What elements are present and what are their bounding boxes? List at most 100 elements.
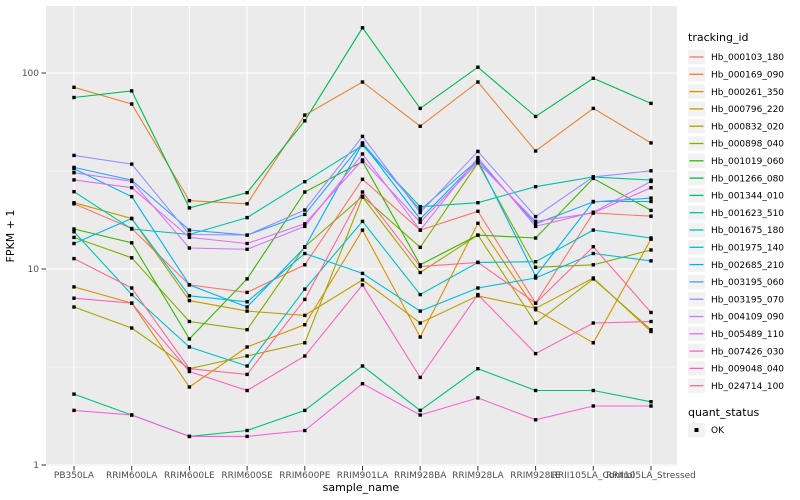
- data-points: [72, 26, 653, 439]
- data-point: [649, 319, 653, 324]
- data-point: [476, 155, 480, 160]
- x-tick-label: RRIM600PE: [279, 471, 331, 481]
- data-point: [533, 351, 538, 356]
- data-point: [187, 385, 192, 389]
- data-point: [649, 248, 653, 252]
- data-point: [360, 177, 365, 181]
- data-point: [303, 208, 307, 212]
- data-point: [418, 408, 422, 413]
- data-point: [476, 158, 480, 162]
- data-point: [418, 217, 422, 221]
- data-point: [476, 80, 480, 84]
- data-point: [187, 246, 192, 250]
- data-point: [187, 367, 192, 371]
- data-point: [418, 106, 422, 111]
- data-point: [476, 65, 480, 69]
- data-point: [72, 171, 76, 175]
- data-point: [591, 175, 595, 179]
- data-point: [187, 434, 192, 439]
- data-point: [303, 224, 307, 229]
- legend-label: Hb_000796_220: [711, 105, 784, 115]
- gridlines: [46, 6, 677, 466]
- data-point: [418, 375, 422, 380]
- data-point: [418, 210, 422, 215]
- data-point: [591, 404, 595, 408]
- data-point: [476, 221, 480, 225]
- legend-label: Hb_000169_090: [711, 71, 784, 81]
- x-tick-label: RRIM928LA: [452, 471, 504, 481]
- y-tick-label: 10: [28, 265, 40, 275]
- data-point: [649, 196, 653, 200]
- data-point: [476, 260, 480, 265]
- legend-title-quant-status: quant_status: [688, 406, 760, 419]
- data-point: [360, 80, 365, 84]
- data-point: [72, 201, 76, 205]
- data-point: [187, 345, 192, 349]
- data-point: [533, 114, 538, 119]
- data-point: [245, 233, 249, 237]
- x-tick-label: RRIM901LA: [337, 471, 389, 481]
- x-tick-label: RRIM928BA: [394, 471, 447, 481]
- data-point: [591, 277, 595, 281]
- data-point: [649, 208, 653, 213]
- data-point: [72, 285, 76, 289]
- data-point: [187, 283, 192, 287]
- data-point: [360, 158, 365, 162]
- data-point: [130, 194, 134, 199]
- legend-label: Hb_000832_020: [711, 122, 784, 132]
- data-point: [360, 283, 365, 287]
- y-tick-label: 100: [22, 69, 39, 79]
- data-point: [245, 305, 249, 309]
- data-point: [130, 162, 134, 166]
- data-point: [130, 179, 134, 184]
- legend-label: Hb_003195_060: [711, 278, 784, 288]
- data-point: [303, 354, 307, 358]
- data-point: [649, 179, 653, 184]
- data-point: [533, 301, 538, 305]
- x-tick-label: RRIM928LE: [510, 471, 561, 481]
- legend-label: Hb_001344_010: [711, 192, 784, 202]
- data-point: [72, 165, 76, 170]
- data-point: [303, 251, 307, 256]
- data-point: [130, 186, 134, 190]
- data-point: [418, 270, 422, 275]
- data-point: [187, 319, 192, 324]
- data-point: [476, 160, 480, 165]
- data-point: [130, 102, 134, 106]
- data-point: [533, 321, 538, 325]
- data-point: [187, 232, 192, 237]
- legend-label: Hb_024714_100: [711, 382, 784, 392]
- data-point: [72, 85, 76, 89]
- data-point: [187, 206, 192, 210]
- data-point: [245, 290, 249, 295]
- data-point: [245, 354, 249, 358]
- data-point: [591, 228, 595, 232]
- data-point: [533, 276, 538, 280]
- data-point: [360, 382, 365, 386]
- data-point: [591, 76, 595, 80]
- data-point: [533, 418, 538, 422]
- data-point: [649, 328, 653, 332]
- data-point: [418, 245, 422, 249]
- data-point: [303, 313, 307, 318]
- data-point: [360, 152, 365, 156]
- data-point: [476, 286, 480, 290]
- data-point: [418, 321, 422, 325]
- data-point: [533, 388, 538, 393]
- legend-label: Hb_002685_210: [711, 261, 784, 271]
- data-point: [303, 297, 307, 302]
- data-point: [72, 256, 76, 261]
- legend-label: Hb_004109_090: [711, 313, 784, 323]
- data-point: [72, 296, 76, 300]
- legend-label: Hb_001019_060: [711, 157, 784, 167]
- data-point: [418, 413, 422, 417]
- data-point: [245, 434, 249, 439]
- data-point: [130, 292, 134, 297]
- data-point: [533, 274, 538, 278]
- data-point: [72, 153, 76, 158]
- legend-label: Hb_007426_030: [711, 347, 784, 357]
- data-point: [418, 309, 422, 313]
- x-tick-label: RRII105LA_Stressed: [606, 471, 696, 481]
- legend-label: OK: [711, 426, 725, 436]
